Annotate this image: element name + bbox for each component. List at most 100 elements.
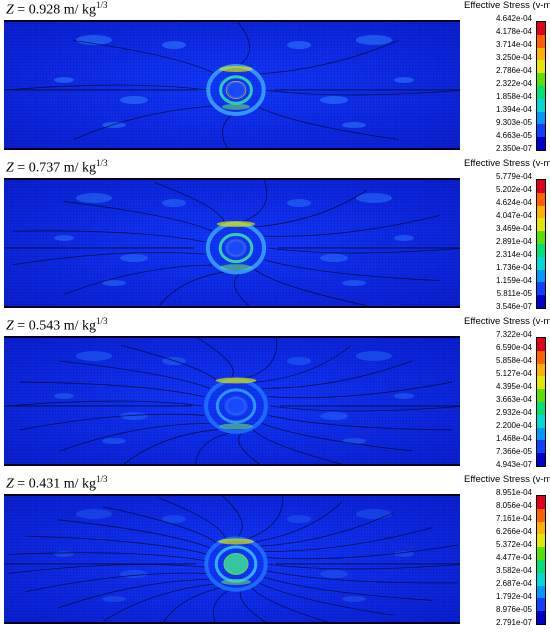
z-value: = 0.928 m/ kg: [13, 2, 96, 18]
z-exponent: 1/3: [95, 158, 108, 168]
colorbar-segment: [537, 585, 545, 599]
colorbar-tick-label: 2.200e-04: [495, 421, 532, 430]
colorbar-segment: [537, 85, 545, 99]
colorbar-tick-label: 5.127e-04: [495, 369, 532, 378]
colorbar-segment: [537, 98, 545, 112]
stress-contour-plot: [4, 336, 460, 466]
colorbar-tick-label: 9.303e-05: [495, 118, 532, 127]
colorbar-segment: [537, 60, 545, 74]
z-symbol: Z: [6, 476, 14, 492]
colorbar-segment: [537, 124, 545, 138]
colorbar-segment: [537, 547, 545, 560]
colorbar-segment: [537, 192, 545, 206]
colorbar-segment: [537, 427, 545, 441]
colorbar-title: Effective Stress (v-m): [464, 316, 550, 327]
z-exponent: 1/3: [95, 0, 108, 10]
colorbar-segment: [537, 180, 545, 193]
colorbar-tick-label: 6.590e-04: [495, 343, 532, 352]
colorbar-tick-label: 1.736e-04: [495, 263, 532, 272]
colorbar-tick-label: 2.322e-04: [495, 79, 532, 88]
z-symbol: Z: [6, 160, 14, 176]
z-symbol: Z: [6, 318, 14, 334]
colorbar-tick-label: 2.786e-04: [495, 66, 532, 75]
colorbar-segment: [537, 111, 545, 125]
colorbar-segment: [537, 243, 545, 257]
colorbar-tick-label: 5.202e-04: [495, 185, 532, 194]
colorbar-tick-label: 7.161e-04: [495, 514, 532, 523]
colorbar-tick-label: 1.159e-04: [495, 276, 532, 285]
scaled-distance-label: Z = 0.737 m/ kg1/3: [6, 158, 108, 177]
colorbar-segment: [537, 295, 545, 308]
colorbar-segment: [537, 47, 545, 61]
colorbar-tick-label: 2.791e-07: [495, 618, 532, 627]
colorbar-tick-label: 5.811e-05: [496, 289, 532, 298]
colorbar: [536, 495, 546, 625]
colorbar-tick-label: 4.642e-04: [495, 14, 532, 23]
colorbar-segment: [537, 256, 545, 270]
colorbar-tick-label: 3.250e-04: [495, 53, 532, 62]
colorbar-tick-label: 3.714e-04: [495, 40, 532, 49]
colorbar-segment: [537, 269, 545, 283]
colorbar-tick-label: 1.792e-04: [495, 592, 532, 601]
colorbar-tick-label: 3.582e-04: [495, 566, 532, 575]
colorbar-tick-label: 4.178e-04: [495, 27, 532, 36]
colorbar-segment: [537, 376, 545, 390]
colorbar-tick-label: 8.976e-05: [495, 605, 532, 614]
colorbar-segment: [537, 534, 545, 548]
stress-contour-plot: [4, 494, 460, 624]
colorbar-tick-label: 1.468e-04: [495, 434, 532, 443]
colorbar-tick-label: 3.546e-07: [495, 302, 532, 311]
z-value: = 0.431 m/ kg: [13, 476, 96, 492]
colorbar-segment: [537, 521, 545, 535]
colorbar-title: Effective Stress (v-m): [464, 474, 550, 485]
colorbar-tick-label: 2.314e-04: [495, 250, 532, 259]
colorbar-tick-label: 2.687e-04: [495, 579, 532, 588]
colorbar-segment: [537, 496, 545, 509]
colorbar-segment: [537, 73, 545, 86]
colorbar-segment: [537, 401, 545, 415]
colorbar-tick-label: 5.779e-04: [495, 172, 532, 181]
colorbar-tick-label: 4.395e-04: [495, 382, 532, 391]
colorbar-tick-label: 1.394e-04: [495, 105, 532, 114]
colorbar-tick-label: 8.056e-04: [495, 501, 532, 510]
colorbar-tick-label: 3.663e-04: [495, 395, 532, 404]
colorbar-tick-label: 3.469e-04: [495, 224, 532, 233]
colorbar-tick-label: 2.891e-04: [495, 237, 532, 246]
colorbar-title: Effective Stress (v-m): [464, 158, 550, 169]
z-value: = 0.543 m/ kg: [13, 318, 96, 334]
colorbar-segment: [537, 22, 545, 35]
stress-panel: Z = 0.737 m/ kg1/3 Effective Stress (v-m…: [0, 158, 550, 316]
colorbar-segment: [537, 205, 545, 219]
colorbar-segment: [537, 34, 545, 48]
colorbar-segment: [537, 282, 545, 296]
scaled-distance-label: Z = 0.431 m/ kg1/3: [6, 474, 108, 493]
colorbar: [536, 21, 546, 151]
colorbar-segment: [537, 414, 545, 428]
colorbar-segment: [537, 363, 545, 377]
stress-panel: Z = 0.431 m/ kg1/3 Effective Stress (v-m…: [0, 474, 550, 632]
colorbar-tick-label: 5.372e-04: [495, 540, 532, 549]
colorbar-tick-label: 2.932e-04: [495, 408, 532, 417]
colorbar-tick-label: 2.350e-07: [495, 144, 532, 153]
colorbar-segment: [537, 137, 545, 150]
colorbar-title: Effective Stress (v-m): [464, 0, 550, 11]
colorbar-segment: [537, 598, 545, 612]
colorbar-segment: [537, 389, 545, 402]
z-value: = 0.737 m/ kg: [13, 160, 96, 176]
colorbar: [536, 179, 546, 309]
colorbar-tick-label: 7.366e-05: [495, 447, 532, 456]
z-exponent: 1/3: [95, 316, 108, 326]
stress-contour-plot: [4, 178, 460, 308]
colorbar-segment: [537, 231, 545, 244]
colorbar-segment: [537, 559, 545, 573]
colorbar-segment: [537, 338, 545, 351]
scaled-distance-label: Z = 0.928 m/ kg1/3: [6, 0, 108, 19]
z-symbol: Z: [6, 2, 14, 18]
stress-panel: Z = 0.928 m/ kg1/3 Effective Stress (v-m…: [0, 0, 550, 158]
stress-contour-plot: [4, 20, 460, 150]
colorbar-segment: [537, 440, 545, 454]
colorbar: [536, 337, 546, 467]
colorbar-segment: [537, 611, 545, 624]
stress-panel: Z = 0.543 m/ kg1/3 Effective Stress (v-m…: [0, 316, 550, 474]
scaled-distance-label: Z = 0.543 m/ kg1/3: [6, 316, 108, 335]
